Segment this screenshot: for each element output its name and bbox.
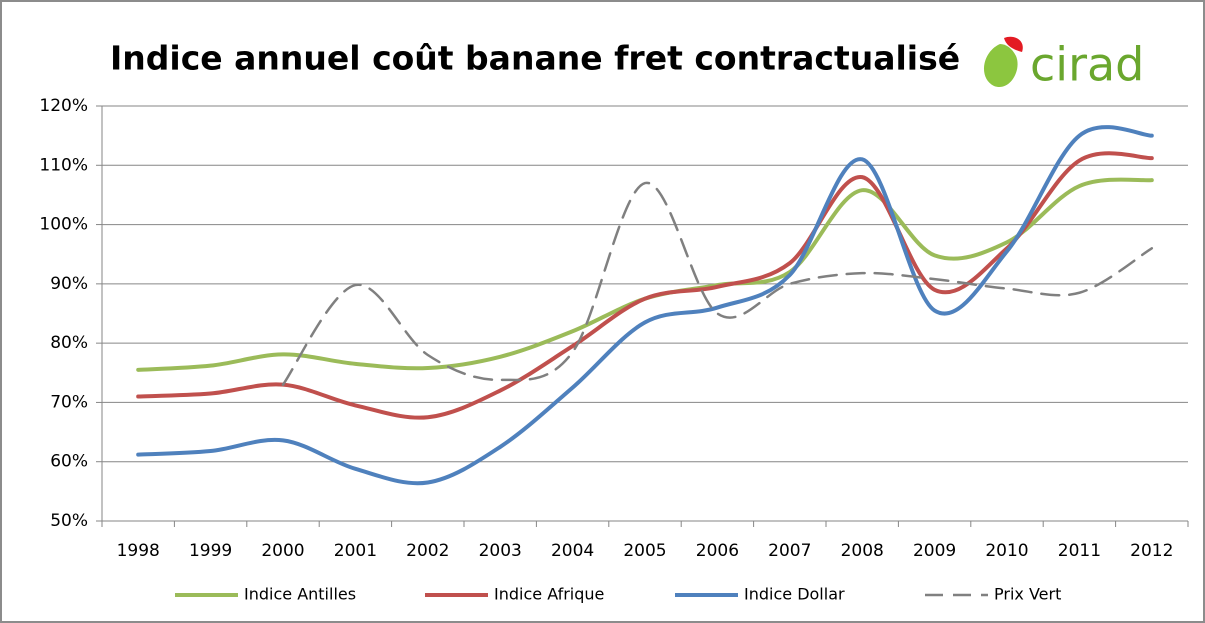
series-line bbox=[281, 181, 1154, 386]
logo-text: cirad bbox=[1030, 38, 1144, 92]
logo: cirad bbox=[983, 36, 1144, 92]
y-tick-label: 50% bbox=[50, 511, 88, 531]
x-tick-label: 2008 bbox=[841, 541, 884, 561]
x-tick-label: 2002 bbox=[406, 541, 449, 561]
legend-label: Indice Afrique bbox=[494, 585, 604, 604]
y-tick-label: 120% bbox=[39, 96, 88, 116]
x-tick-label: 2007 bbox=[768, 541, 811, 561]
x-tick-label: 2004 bbox=[551, 541, 594, 561]
legend-label: Prix Vert bbox=[994, 585, 1061, 604]
logo-leaf-red bbox=[1004, 36, 1023, 52]
x-tick-label: 2012 bbox=[1130, 541, 1173, 561]
y-tick-label: 100% bbox=[39, 215, 88, 235]
y-tick-label: 90% bbox=[50, 274, 88, 294]
x-tick-label: 2006 bbox=[696, 541, 739, 561]
legend-label: Indice Dollar bbox=[744, 585, 845, 604]
x-tick-label: 1998 bbox=[117, 541, 160, 561]
chart-title: Indice annuel coût banane fret contractu… bbox=[110, 39, 960, 78]
x-tick-label: 2003 bbox=[479, 541, 522, 561]
y-tick-label: 80% bbox=[50, 333, 88, 353]
x-tick-label: 1999 bbox=[189, 541, 232, 561]
x-tick-label: 2009 bbox=[913, 541, 956, 561]
series-line bbox=[136, 125, 1154, 486]
series-line bbox=[136, 151, 1154, 420]
x-tick-label: 2011 bbox=[1058, 541, 1101, 561]
x-tick-label: 2000 bbox=[261, 541, 304, 561]
legend-label: Indice Antilles bbox=[244, 585, 356, 604]
x-tick-label: 2001 bbox=[334, 541, 377, 561]
y-tick-label: 60% bbox=[50, 452, 88, 472]
logo-leaf bbox=[983, 44, 1018, 88]
x-tick-label: 2005 bbox=[623, 541, 666, 561]
y-tick-label: 70% bbox=[50, 392, 88, 412]
y-tick-label: 110% bbox=[39, 155, 88, 175]
x-tick-label: 2010 bbox=[985, 541, 1028, 561]
